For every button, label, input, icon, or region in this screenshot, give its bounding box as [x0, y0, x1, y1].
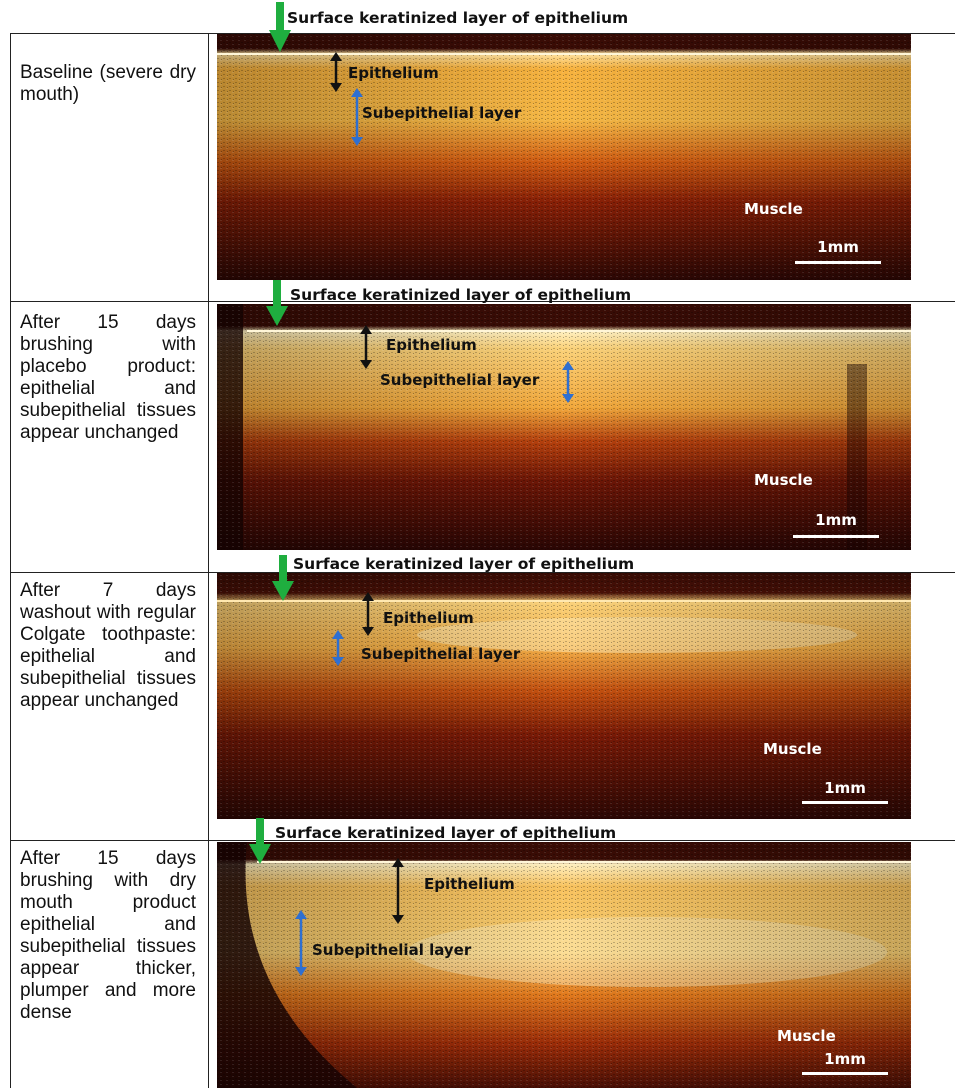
- epithelium-arrow-icon: [362, 592, 374, 636]
- muscle-label: Muscle: [744, 200, 803, 218]
- oct-scan-image: [217, 304, 911, 550]
- surface-arrow-icon: [272, 555, 294, 601]
- subepithelial-arrow-icon: [351, 88, 363, 146]
- epithelium-label: Epithelium: [424, 875, 515, 893]
- muscle-label: Muscle: [754, 471, 813, 489]
- muscle-label: Muscle: [777, 1027, 836, 1045]
- scale-bar-line: [802, 1072, 888, 1075]
- epithelium-arrow-icon: [392, 858, 404, 924]
- oct-scan-dry-mouth-product: [217, 842, 911, 1088]
- subepithelial-arrow-icon: [295, 910, 307, 976]
- oct-scan-image: [217, 34, 911, 280]
- oct-scan-image: [217, 842, 911, 1088]
- subepithelial-arrow-icon: [562, 361, 574, 403]
- epithelium-arrow-icon: [360, 325, 372, 369]
- subepithelial-label: Subepithelial layer: [362, 104, 522, 122]
- scale-bar: 1mm: [795, 238, 881, 264]
- surface-layer-label: Surface keratinized layer of epithelium: [287, 9, 629, 27]
- epithelium-label: Epithelium: [348, 64, 439, 82]
- row-description: After 7 days washout with regular Colgat…: [20, 580, 196, 711]
- scale-label: 1mm: [815, 511, 857, 529]
- surface-arrow-icon: [249, 818, 271, 864]
- table-row-rule: [10, 572, 955, 573]
- scale-bar: 1mm: [793, 511, 879, 538]
- scale-bar-line: [795, 261, 881, 264]
- surface-layer-label: Surface keratinized layer of epithelium: [293, 555, 635, 573]
- row-description: After 15 days brushing with dry mouth pr…: [20, 848, 196, 1023]
- muscle-label: Muscle: [763, 740, 822, 758]
- epithelium-label: Epithelium: [383, 609, 474, 627]
- table-left-rule: [10, 33, 11, 1088]
- scale-bar: 1mm: [802, 1050, 888, 1075]
- scale-bar-line: [802, 801, 888, 804]
- surface-layer-label: Surface keratinized layer of epithelium: [275, 824, 617, 842]
- oct-scan-placebo: [217, 304, 911, 550]
- subepithelial-arrow-icon: [332, 630, 344, 666]
- table-top-rule: [10, 33, 955, 34]
- scale-bar-line: [793, 535, 879, 538]
- surface-arrow-icon: [266, 280, 288, 326]
- subepithelial-label: Subepithelial layer: [380, 371, 540, 389]
- row-description: After 15 days brushing with placebo prod…: [20, 312, 196, 443]
- epithelium-arrow-icon: [330, 52, 342, 92]
- oct-scan-baseline: [217, 34, 911, 280]
- oct-scan-image: [217, 573, 911, 819]
- subepithelial-label: Subepithelial layer: [361, 645, 521, 663]
- subepithelial-label: Subepithelial layer: [312, 941, 472, 959]
- scale-label: 1mm: [824, 779, 866, 797]
- epithelium-label: Epithelium: [386, 336, 477, 354]
- row-description: Baseline (severe dry mouth): [20, 62, 196, 105]
- scale-bar: 1mm: [802, 779, 888, 804]
- table-row-rule: [10, 840, 955, 841]
- scale-label: 1mm: [824, 1050, 866, 1068]
- scale-label: 1mm: [817, 238, 859, 256]
- table-row-rule: [10, 301, 955, 302]
- table-column-rule: [208, 33, 209, 1088]
- oct-scan-washout: [217, 573, 911, 819]
- surface-layer-label: Surface keratinized layer of epithelium: [290, 286, 632, 304]
- surface-arrow-icon: [269, 2, 291, 52]
